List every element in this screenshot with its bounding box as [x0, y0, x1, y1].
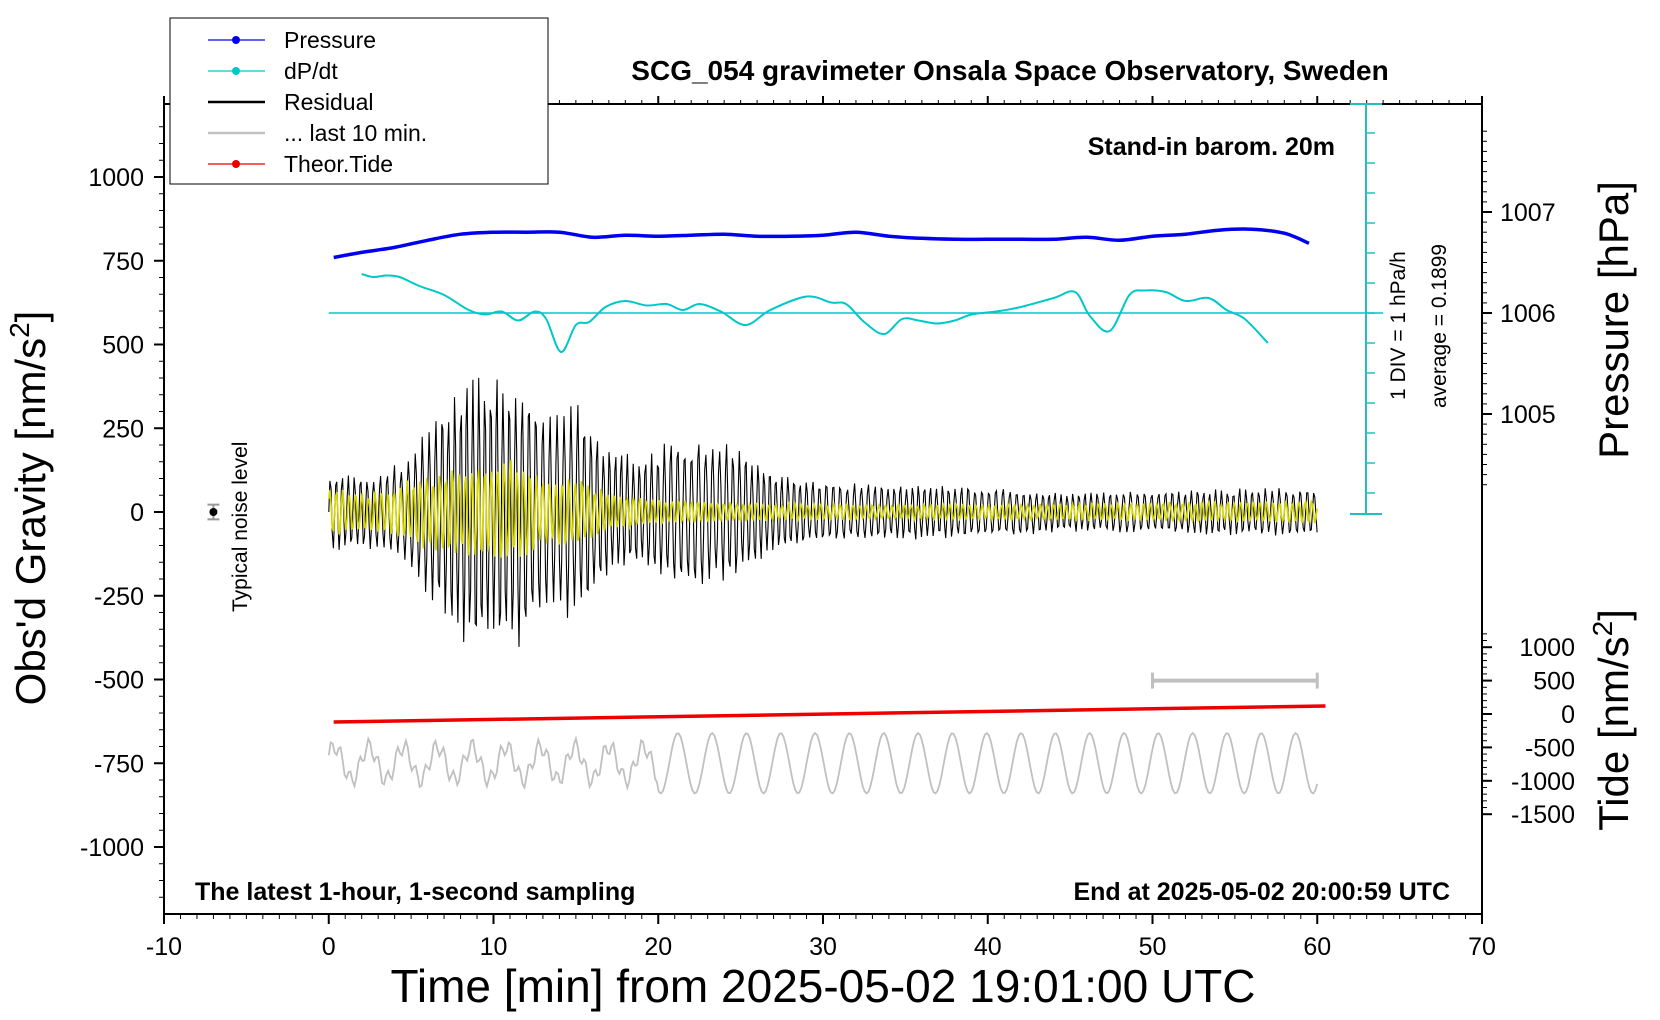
pressure-tick-label: 1007: [1500, 199, 1556, 227]
tide-axis-title-main: Tide [nm/s: [1590, 636, 1637, 831]
x-tick-label: 60: [1303, 933, 1331, 961]
x-axis-title: Time [min] from 2025-05-02 19:01:00 UTC: [391, 960, 1256, 1012]
residual-lowpass-line: [328, 459, 1318, 558]
x-tick-label: -10: [146, 933, 182, 961]
legend-marker: [232, 160, 240, 168]
pressure-axis-title: Pressure [hPa]: [1590, 181, 1637, 459]
noise-level-label: Typical noise level: [229, 442, 252, 612]
legend-marker: [232, 67, 240, 75]
y-tick-label: 500: [102, 332, 144, 360]
x-tick-label: 20: [644, 933, 672, 961]
y-tick-label: 250: [102, 415, 144, 443]
y-tick-label: 750: [102, 248, 144, 276]
x-tick-label: 30: [809, 933, 837, 961]
y-tick-label: -750: [94, 750, 144, 778]
tide-line: [333, 704, 1326, 724]
residual-line: [328, 377, 1318, 647]
dpdt-average-label: average = 0.1899: [1428, 244, 1451, 408]
x-tick-label: 70: [1468, 933, 1496, 961]
legend-label: Theor.Tide: [284, 151, 393, 177]
legend-marker: [232, 36, 240, 44]
right-pressure-axis: 1005 1006 1007: [1482, 130, 1556, 486]
tide-axis-title-end: ]: [1590, 609, 1637, 621]
dpdt-scale-label: 1 DIV = 1 hPa/h: [1387, 251, 1410, 400]
pressure-line: [333, 227, 1310, 260]
tide-tick-label: -500: [1525, 734, 1575, 762]
left-y-axis: -1000 -750 -500 -250 0 250 500 750 1000: [80, 126, 164, 898]
y-tick-label: 1000: [88, 164, 144, 192]
left-axis-title: Obs'd Gravity [nm/s2]: [4, 311, 54, 706]
left-axis-title-sup: 2: [4, 322, 35, 338]
right-tide-axis: -1500 -1000 -500 0 500 1000: [1482, 633, 1575, 829]
legend-label: ... last 10 min.: [284, 120, 427, 146]
x-tick-label: 10: [480, 933, 508, 961]
left-axis-title-end: ]: [7, 311, 54, 323]
y-tick-label: -500: [94, 667, 144, 695]
x-tick-label: 0: [322, 933, 336, 961]
pressure-tick-label: 1005: [1500, 401, 1556, 429]
tide-axis-title: Tide [nm/s2]: [1587, 609, 1637, 831]
tide-tick-label: -1500: [1511, 801, 1575, 829]
tide-tick-label: 500: [1533, 668, 1575, 696]
y-tick-label: 0: [130, 499, 144, 527]
tide-tick-label: 1000: [1519, 634, 1575, 662]
dpdt-line: [361, 273, 1269, 353]
y-tick-label: -250: [94, 583, 144, 611]
x-tick-label: 50: [1139, 933, 1167, 961]
legend-label: dP/dt: [284, 58, 338, 84]
x-tick-label: 40: [974, 933, 1002, 961]
end-time-note: End at 2025-05-02 20:00:59 UTC: [1073, 878, 1450, 906]
tide-tick-label: -1000: [1511, 768, 1575, 796]
left-axis-title-main: Obs'd Gravity [nm/s: [7, 338, 54, 705]
pressure-tick-label: 1006: [1500, 300, 1556, 328]
y-tick-label: -1000: [80, 834, 144, 862]
x-axis: -10 0 10 20 30 40 50 60 70: [146, 96, 1496, 961]
legend-label: Residual: [284, 89, 374, 115]
tide-tick-label: 0: [1561, 701, 1575, 729]
last10min-line: [327, 731, 1319, 795]
dpdt-scale-bar: [1350, 103, 1382, 515]
stand-in-barometer-note: Stand-in barom. 20m: [1088, 133, 1335, 161]
tide-axis-title-sup: 2: [1587, 621, 1618, 637]
legend: Pressure dP/dt Residual ... last 10 min. The…: [169, 17, 549, 185]
chart-title: SCG_054 gravimeter Onsala Space Observat…: [631, 55, 1388, 86]
series-layer: [207, 227, 1384, 795]
legend-label: Pressure: [284, 27, 376, 53]
sampling-note: The latest 1-hour, 1-second sampling: [195, 878, 635, 906]
noise-point: [209, 508, 218, 516]
